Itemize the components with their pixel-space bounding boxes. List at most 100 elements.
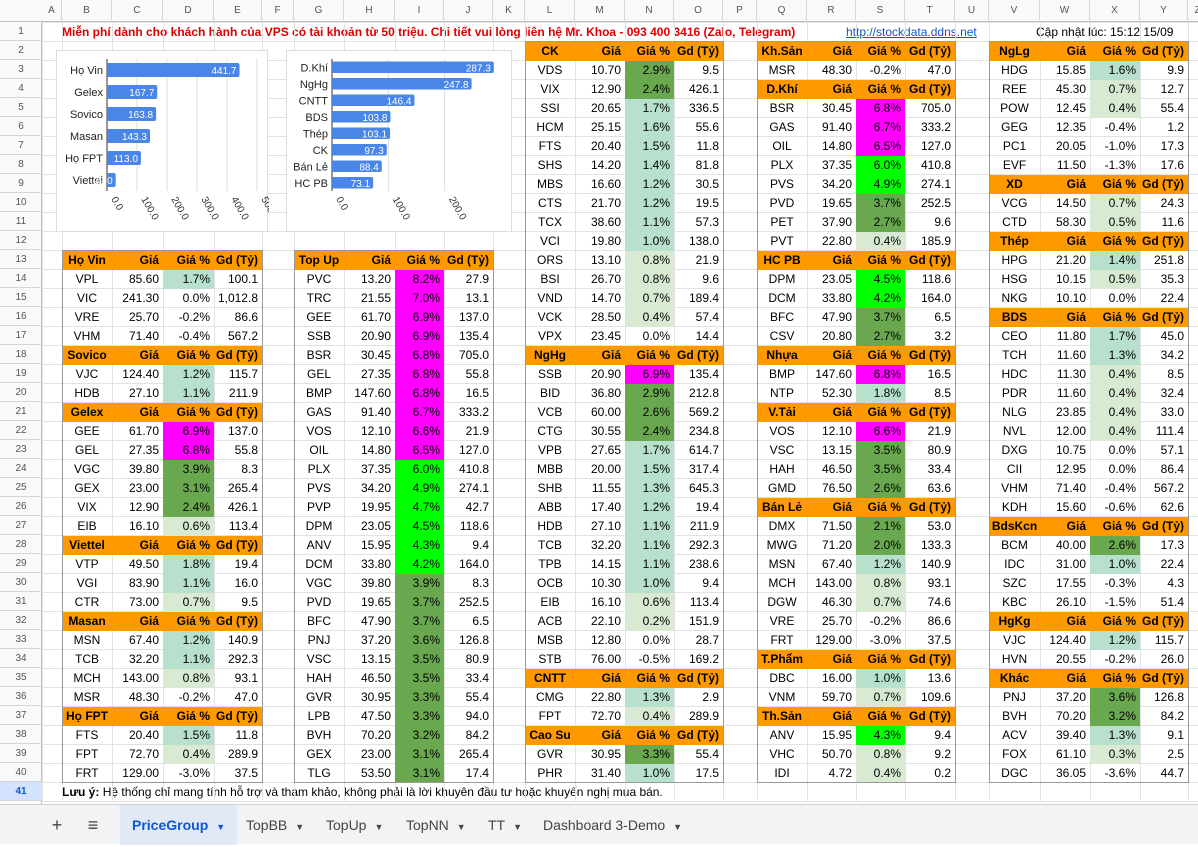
volume-cell[interactable]: 86.4 — [1160, 462, 1184, 476]
price-cell[interactable]: 23.85 — [1055, 405, 1086, 419]
volume-cell[interactable]: 1,012.8 — [217, 291, 258, 305]
ticker-cell[interactable]: IDI — [774, 766, 790, 780]
change-cell[interactable]: 1.0% — [856, 669, 905, 688]
volume-cell[interactable]: 16.0 — [234, 576, 258, 590]
change-cell[interactable]: 1.3% — [1090, 726, 1140, 745]
group-header[interactable]: Thép — [989, 232, 1040, 251]
row-header-16[interactable]: 16 — [0, 307, 42, 326]
price-cell[interactable]: 22.80 — [590, 690, 621, 704]
price-cell[interactable]: 30.95 — [360, 690, 391, 704]
volume-cell[interactable]: 410.8 — [920, 158, 951, 172]
ticker-cell[interactable]: GEX — [74, 481, 100, 495]
group-header[interactable]: CNTT — [525, 669, 575, 688]
column-label[interactable]: Giá — [112, 403, 163, 422]
ticker-cell[interactable]: TCB — [538, 538, 562, 552]
change-cell[interactable]: 3.3% — [395, 688, 444, 707]
change-cell[interactable]: 3.7% — [856, 194, 905, 213]
ticker-cell[interactable]: MCH — [73, 671, 101, 685]
ticker-cell[interactable]: PC1 — [1002, 139, 1027, 153]
ticker-cell[interactable]: CTR — [74, 595, 100, 609]
price-cell[interactable]: 39.40 — [1055, 728, 1086, 742]
change-cell[interactable]: 3.3% — [395, 707, 444, 726]
volume-cell[interactable]: 47.0 — [927, 63, 951, 77]
volume-cell[interactable]: 333.2 — [920, 120, 951, 134]
price-cell[interactable]: 20.65 — [590, 101, 621, 115]
ticker-cell[interactable]: BID — [539, 386, 560, 400]
row-header-36[interactable]: 36 — [0, 687, 42, 706]
volume-cell[interactable]: 118.6 — [921, 272, 951, 286]
ticker-cell[interactable]: GEG — [1001, 120, 1028, 134]
volume-cell[interactable]: 16.5 — [927, 367, 951, 381]
column-label[interactable]: Giá % — [625, 726, 674, 745]
price-cell[interactable]: 52.30 — [821, 386, 852, 400]
price-cell[interactable]: 19.65 — [360, 595, 391, 609]
row-header-17[interactable]: 17 — [0, 326, 42, 345]
price-cell[interactable]: 20.00 — [590, 462, 621, 476]
volume-cell[interactable]: 4.3 — [1167, 576, 1184, 590]
price-cell[interactable]: 12.35 — [1055, 120, 1086, 134]
price-cell[interactable]: 11.30 — [1056, 367, 1086, 381]
price-cell[interactable]: 241.30 — [122, 291, 159, 305]
change-cell[interactable]: 1.1% — [625, 555, 674, 574]
ticker-cell[interactable]: PDR — [1001, 386, 1028, 400]
ticker-cell[interactable]: TCB — [75, 652, 99, 666]
change-cell[interactable]: 3.7% — [395, 593, 444, 612]
ticker-cell[interactable]: PVD — [306, 595, 332, 609]
change-cell[interactable]: -0.4% — [1104, 120, 1136, 134]
ticker-cell[interactable]: GEL — [74, 443, 99, 457]
ticker-cell[interactable]: PHR — [537, 766, 563, 780]
price-cell[interactable]: 91.40 — [821, 120, 852, 134]
price-cell[interactable]: 17.55 — [1055, 576, 1086, 590]
price-cell[interactable]: 25.70 — [128, 310, 159, 324]
volume-cell[interactable]: 1.2 — [1167, 120, 1184, 134]
change-cell[interactable]: 2.9% — [625, 384, 674, 403]
price-cell[interactable]: 76.00 — [590, 652, 621, 666]
column-label[interactable]: Giá % — [1090, 517, 1140, 536]
row-header-30[interactable]: 30 — [0, 573, 42, 592]
volume-cell[interactable]: 265.4 — [227, 481, 258, 495]
column-label[interactable]: Gd (Tỷ) — [214, 251, 262, 270]
ticker-cell[interactable]: VHM — [73, 329, 101, 343]
change-cell[interactable]: 3.6% — [1090, 688, 1140, 707]
price-cell[interactable]: 67.40 — [821, 557, 852, 571]
price-cell[interactable]: 14.15 — [590, 557, 621, 571]
change-cell[interactable]: 0.8% — [856, 574, 905, 593]
column-label[interactable]: Gd (Tỷ) — [905, 650, 955, 669]
ticker-cell[interactable]: FTS — [538, 139, 562, 153]
group-header[interactable]: Họ FPT — [62, 707, 112, 726]
column-label[interactable]: Gd (Tỷ) — [214, 346, 262, 365]
volume-cell[interactable]: 13.6 — [927, 671, 951, 685]
price-cell[interactable]: 30.55 — [590, 424, 621, 438]
volume-cell[interactable]: 292.3 — [688, 538, 719, 552]
chevron-down-icon[interactable]: ▼ — [456, 822, 466, 832]
volume-cell[interactable]: 57.3 — [695, 215, 719, 229]
column-label[interactable]: Gd (Tỷ) — [214, 403, 262, 422]
change-cell[interactable]: 4.2% — [395, 555, 444, 574]
column-label[interactable]: Giá — [807, 707, 856, 726]
price-cell[interactable]: 15.95 — [821, 728, 852, 742]
chart-bar[interactable] — [107, 63, 240, 77]
volume-cell[interactable]: 426.1 — [688, 82, 719, 96]
change-cell[interactable]: 0.4% — [1090, 99, 1140, 118]
price-cell[interactable]: 47.50 — [360, 709, 391, 723]
volume-cell[interactable]: 705.0 — [458, 348, 489, 362]
group-header[interactable]: T.Phẩm — [757, 650, 807, 669]
row-header-37[interactable]: 37 — [0, 706, 42, 725]
column-label[interactable]: Gd (Tỷ) — [674, 42, 723, 61]
price-cell[interactable]: 14.80 — [360, 443, 391, 457]
change-cell[interactable]: 0.4% — [1090, 403, 1140, 422]
price-cell[interactable]: 71.20 — [821, 538, 852, 552]
price-cell[interactable]: 70.20 — [1055, 709, 1086, 723]
ticker-cell[interactable]: PVD — [769, 196, 795, 210]
price-cell[interactable]: 16.10 — [128, 519, 159, 533]
change-cell[interactable]: 7.0% — [395, 289, 444, 308]
column-label[interactable]: Giá — [112, 612, 163, 631]
price-cell[interactable]: 45.30 — [1055, 82, 1086, 96]
ticker-cell[interactable]: VPL — [75, 272, 99, 286]
price-cell[interactable]: 36.05 — [1055, 766, 1086, 780]
price-cell[interactable]: 23.05 — [821, 272, 852, 286]
column-label[interactable]: Giá % — [856, 650, 905, 669]
price-cell[interactable]: 129.00 — [815, 633, 852, 647]
change-cell[interactable]: 6.8% — [395, 365, 444, 384]
column-header-I[interactable]: I — [395, 0, 444, 22]
